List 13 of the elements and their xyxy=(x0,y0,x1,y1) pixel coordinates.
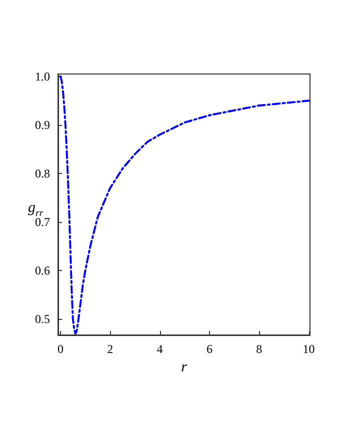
y-tick-label: 1.0 xyxy=(35,69,50,84)
x-tick-label: 6 xyxy=(206,342,212,356)
x-axis-title: r xyxy=(181,359,188,376)
x-tick-label: 2 xyxy=(107,342,114,356)
x-tick-label: 8 xyxy=(256,342,262,356)
line-series xyxy=(59,75,310,335)
y-tick-label: 0.9 xyxy=(35,118,50,132)
x-tick-label: 10 xyxy=(302,342,315,356)
y-tick-label: 0.8 xyxy=(35,166,50,180)
y-tick-label: 0.5 xyxy=(35,312,50,326)
y-tick-label: 0.6 xyxy=(35,263,50,278)
x-tick-label: 0 xyxy=(57,342,64,356)
x-tick-label: 4 xyxy=(156,342,163,356)
